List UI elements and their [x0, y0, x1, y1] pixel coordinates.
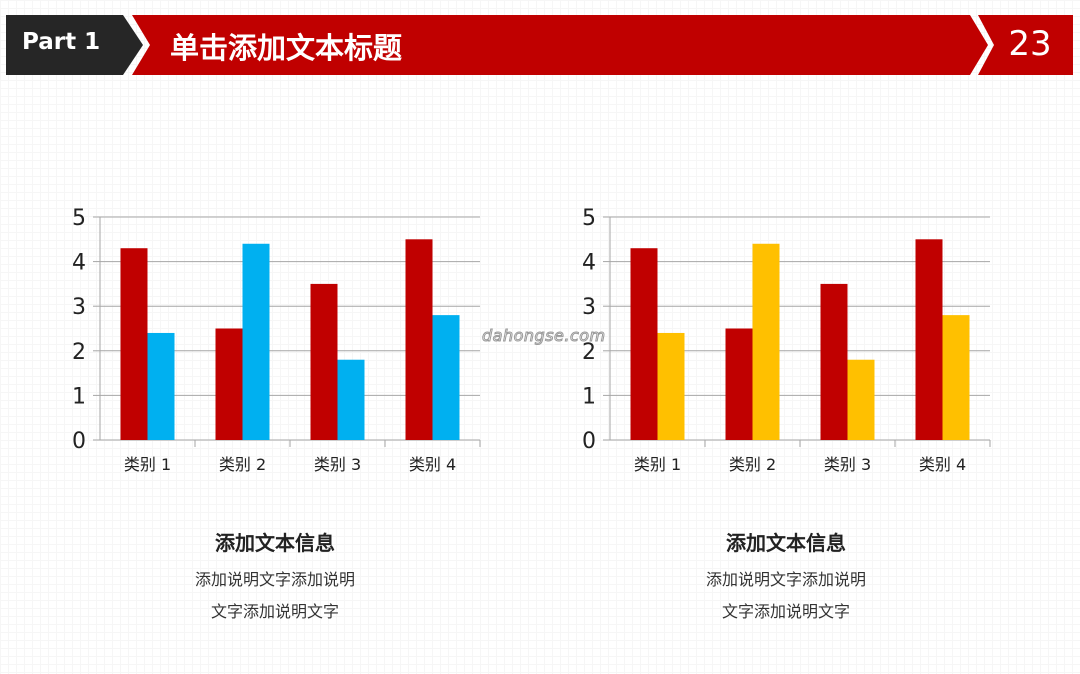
bar-1-1 — [630, 248, 658, 440]
y-tick-label: 1 — [72, 384, 86, 409]
part-tab-shape — [6, 15, 143, 75]
bar-chart-left: 0 1 2 3 4 5 类别 1 类别 2 类别 3 类别 4 — [72, 206, 481, 474]
caption-line-2[interactable]: 文字添加说明文字 — [721, 602, 850, 621]
header-banner: Part 1 单击添加文本标题 23 — [0, 0, 1080, 90]
category-label: 类别 4 — [409, 455, 456, 474]
category-label: 类别 1 — [634, 455, 681, 474]
caption-line-2[interactable]: 文字添加说明文字 — [210, 602, 339, 621]
bar-1-3 — [820, 283, 848, 440]
y-tick-label: 4 — [582, 251, 596, 276]
bar-2-2 — [752, 243, 780, 440]
bar-1-4 — [405, 239, 433, 440]
page-number: 23 — [1008, 24, 1052, 64]
bar-1-4 — [915, 239, 943, 440]
caption-line-1[interactable]: 添加说明文字添加说明 — [194, 570, 355, 589]
page-number-shape — [978, 15, 1073, 75]
y-tick-label: 3 — [72, 295, 86, 320]
bar-1-1 — [120, 248, 148, 440]
bar-2-3 — [337, 359, 365, 440]
slide-title[interactable]: 单击添加文本标题 — [170, 31, 403, 65]
bar-2-4 — [432, 315, 460, 440]
caption-title[interactable]: 添加文本信息 — [215, 531, 335, 555]
category-label: 类别 3 — [314, 455, 361, 474]
header-shapes — [6, 15, 1073, 75]
y-tick-label: 4 — [72, 251, 86, 276]
bar-2-1 — [657, 332, 685, 440]
bar-1-2 — [725, 328, 753, 440]
y-tick-label: 3 — [582, 295, 596, 320]
y-tick-label: 2 — [72, 340, 86, 365]
bar-2-1 — [147, 332, 175, 440]
category-label: 类别 1 — [124, 455, 171, 474]
bar-2-2 — [242, 243, 270, 440]
caption-line-1[interactable]: 添加说明文字添加说明 — [705, 570, 866, 589]
bar-1-2 — [215, 328, 243, 440]
category-label: 类别 2 — [729, 455, 776, 474]
watermark: dahongse.com — [482, 326, 606, 346]
y-tick-label: 0 — [582, 429, 596, 454]
y-tick-label: 5 — [72, 206, 86, 231]
y-tick-label: 5 — [582, 206, 596, 231]
category-label: 类别 4 — [919, 455, 966, 474]
y-tick-label: 0 — [72, 429, 86, 454]
y-tick-label: 1 — [582, 384, 596, 409]
bar-2-4 — [942, 315, 970, 440]
category-label: 类别 3 — [824, 455, 871, 474]
part-label: Part 1 — [22, 29, 101, 55]
caption-title[interactable]: 添加文本信息 — [726, 531, 846, 555]
bar-chart-right: 0 1 2 3 4 5 类别 1 类别 2 类别 3 类别 4 — [582, 206, 991, 474]
title-bar-shape — [132, 15, 988, 75]
y-tick-label: 2 — [582, 340, 596, 365]
caption-right: 添加文本信息 添加说明文字添加说明 文字添加说明文字 — [636, 527, 936, 622]
bar-1-3 — [310, 283, 338, 440]
bar-2-3 — [847, 359, 875, 440]
category-label: 类别 2 — [219, 455, 266, 474]
caption-left: 添加文本信息 添加说明文字添加说明 文字添加说明文字 — [125, 527, 425, 622]
